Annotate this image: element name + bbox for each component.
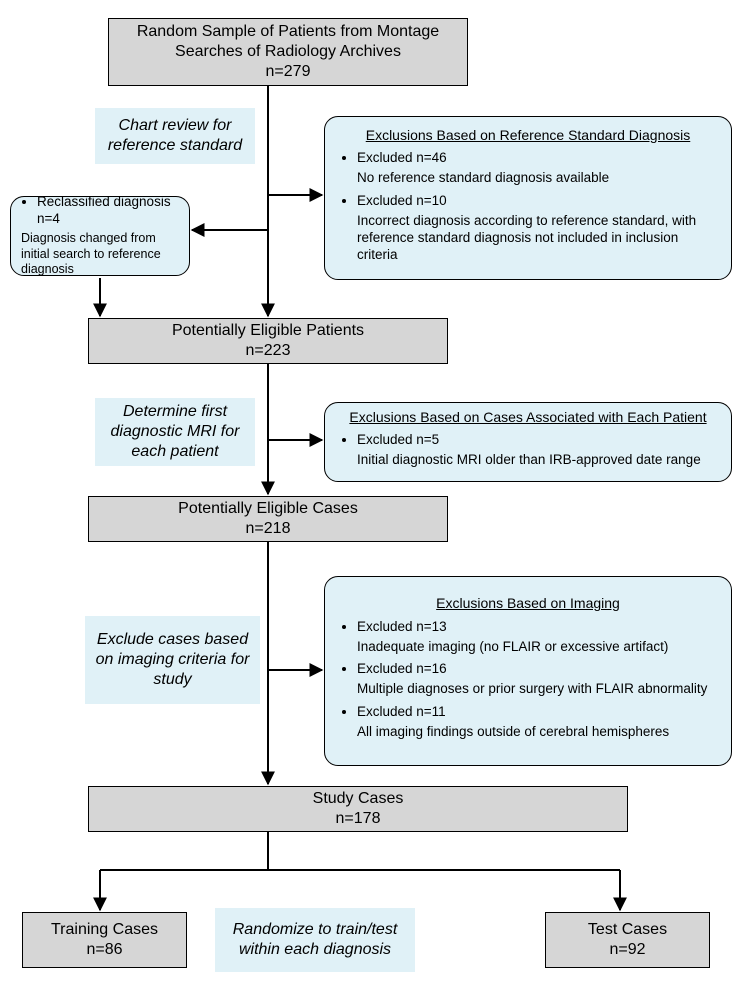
excl-item: Excluded n=10 — [357, 193, 447, 210]
node-title: Potentially Eligible Patients — [172, 321, 364, 341]
excl-item: Excluded n=5 — [357, 432, 439, 449]
node-n: n=218 — [246, 519, 291, 539]
node-n: n=279 — [266, 62, 311, 82]
node-n: n=86 — [86, 940, 122, 960]
node-title: Study Cases — [313, 789, 404, 809]
node-n: n=92 — [609, 940, 645, 960]
excl-item: Excluded n=16 — [357, 661, 447, 678]
exclusion-reference-standard: Exclusions Based on Reference Standard D… — [324, 116, 732, 280]
excl-list: Excluded n=13 — [335, 619, 447, 639]
excl-list: Excluded n=46 — [335, 150, 447, 170]
excl-sub: No reference standard diagnosis availabl… — [335, 170, 609, 187]
excl-item: Excluded n=11 — [357, 704, 446, 721]
step-chart-review: Chart review for reference standard — [95, 108, 255, 164]
exclusion-cases-patient: Exclusions Based on Cases Associated wit… — [324, 402, 732, 482]
reclass-sub: Diagnosis changed from initial search to… — [21, 231, 179, 278]
excl-list: Excluded n=10 — [335, 193, 447, 213]
node-n: n=178 — [336, 809, 381, 829]
excl-item: Excluded n=46 — [357, 150, 447, 167]
reclass-list: Reclassified diagnosis n=4 — [21, 194, 179, 231]
flowchart-canvas: Random Sample of Patients from Montage S… — [0, 0, 748, 995]
exclusion-imaging: Exclusions Based on Imaging Excluded n=1… — [324, 576, 732, 766]
excl-sub: All imaging findings outside of cerebral… — [335, 724, 669, 741]
node-random-sample: Random Sample of Patients from Montage S… — [108, 18, 468, 86]
step-text: Chart review for reference standard — [105, 116, 245, 156]
step-exclude-imaging: Exclude cases based on imaging criteria … — [85, 616, 260, 704]
step-text: Determine first diagnostic MRI for each … — [105, 402, 245, 462]
node-training-cases: Training Cases n=86 — [22, 912, 187, 968]
excl-sub: Incorrect diagnosis according to referen… — [335, 213, 721, 264]
node-title: Training Cases — [51, 920, 158, 940]
excl-list: Excluded n=11 — [335, 704, 446, 724]
step-text: Randomize to train/test within each diag… — [225, 920, 405, 960]
excl-header: Exclusions Based on Reference Standard D… — [335, 127, 721, 145]
excl-sub: Inadequate imaging (no FLAIR or excessiv… — [335, 639, 668, 656]
step-determine-mri: Determine first diagnostic MRI for each … — [95, 398, 255, 466]
node-eligible-cases: Potentially Eligible Cases n=218 — [88, 496, 448, 542]
node-title: Test Cases — [588, 920, 667, 940]
excl-item: Excluded n=13 — [357, 619, 447, 636]
node-test-cases: Test Cases n=92 — [545, 912, 710, 968]
node-title: Random Sample of Patients from Montage S… — [119, 22, 457, 62]
reclass-bullet: Reclassified diagnosis n=4 — [37, 194, 179, 228]
excl-header: Exclusions Based on Imaging — [335, 595, 721, 613]
excl-list: Excluded n=16 — [335, 661, 447, 681]
excl-sub: Initial diagnostic MRI older than IRB-ap… — [335, 452, 701, 469]
node-eligible-patients: Potentially Eligible Patients n=223 — [88, 318, 448, 364]
excl-header: Exclusions Based on Cases Associated wit… — [335, 409, 721, 427]
node-n: n=223 — [246, 341, 291, 361]
node-title: Potentially Eligible Cases — [178, 499, 358, 519]
reclassified-box: Reclassified diagnosis n=4 Diagnosis cha… — [10, 196, 190, 276]
node-study-cases: Study Cases n=178 — [88, 786, 628, 832]
step-randomize: Randomize to train/test within each diag… — [215, 908, 415, 972]
excl-sub: Multiple diagnoses or prior surgery with… — [335, 681, 707, 698]
excl-list: Excluded n=5 — [335, 432, 439, 452]
step-text: Exclude cases based on imaging criteria … — [95, 630, 250, 690]
